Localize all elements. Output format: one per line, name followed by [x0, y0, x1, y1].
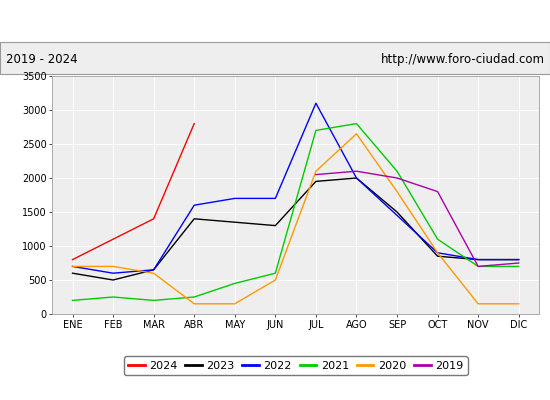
Text: Evolucion Nº Turistas Nacionales en el municipio de Merindad de Cuesta-Urria: Evolucion Nº Turistas Nacionales en el m… [0, 14, 550, 28]
Text: http://www.foro-ciudad.com: http://www.foro-ciudad.com [381, 53, 544, 66]
Text: 2019 - 2024: 2019 - 2024 [6, 53, 77, 66]
Legend: 2024, 2023, 2022, 2021, 2020, 2019: 2024, 2023, 2022, 2021, 2020, 2019 [124, 356, 468, 375]
